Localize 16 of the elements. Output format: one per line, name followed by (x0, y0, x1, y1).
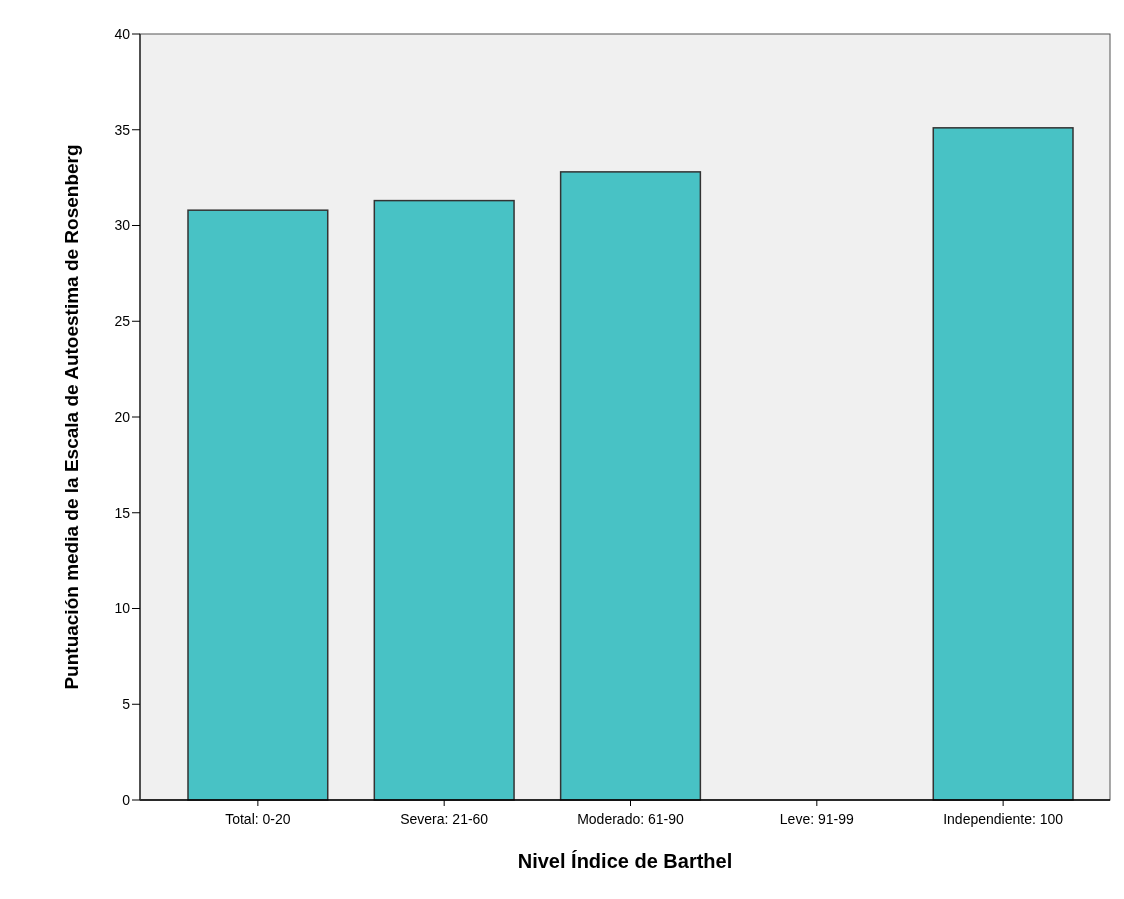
y-tick-label: 10 (114, 600, 131, 617)
x-tick-label: Leve: 91-99 (779, 811, 854, 827)
y-tick-label: 35 (114, 121, 131, 138)
x-tick-label: Moderado: 61-90 (577, 811, 685, 827)
y-axis-title: Puntuación media de la Escala de Autoestima de Rosenberg (61, 144, 82, 690)
y-tick-label: 25 (114, 313, 131, 330)
y-tick-label: 5 (122, 696, 131, 713)
y-tick-label: 40 (114, 25, 131, 42)
y-tick-label: 0 (122, 791, 131, 808)
x-tick-label: Independiente: 100 (943, 811, 1064, 827)
x-tick-label: Total: 0-20 (225, 811, 291, 827)
y-tick-label: 20 (114, 408, 131, 425)
y-tick-label: 15 (114, 504, 131, 521)
y-tick-label: 30 (114, 217, 131, 234)
x-axis-title: Nivel Índice de Barthel (517, 850, 733, 872)
x-tick-label: Severa: 21-60 (400, 811, 489, 827)
